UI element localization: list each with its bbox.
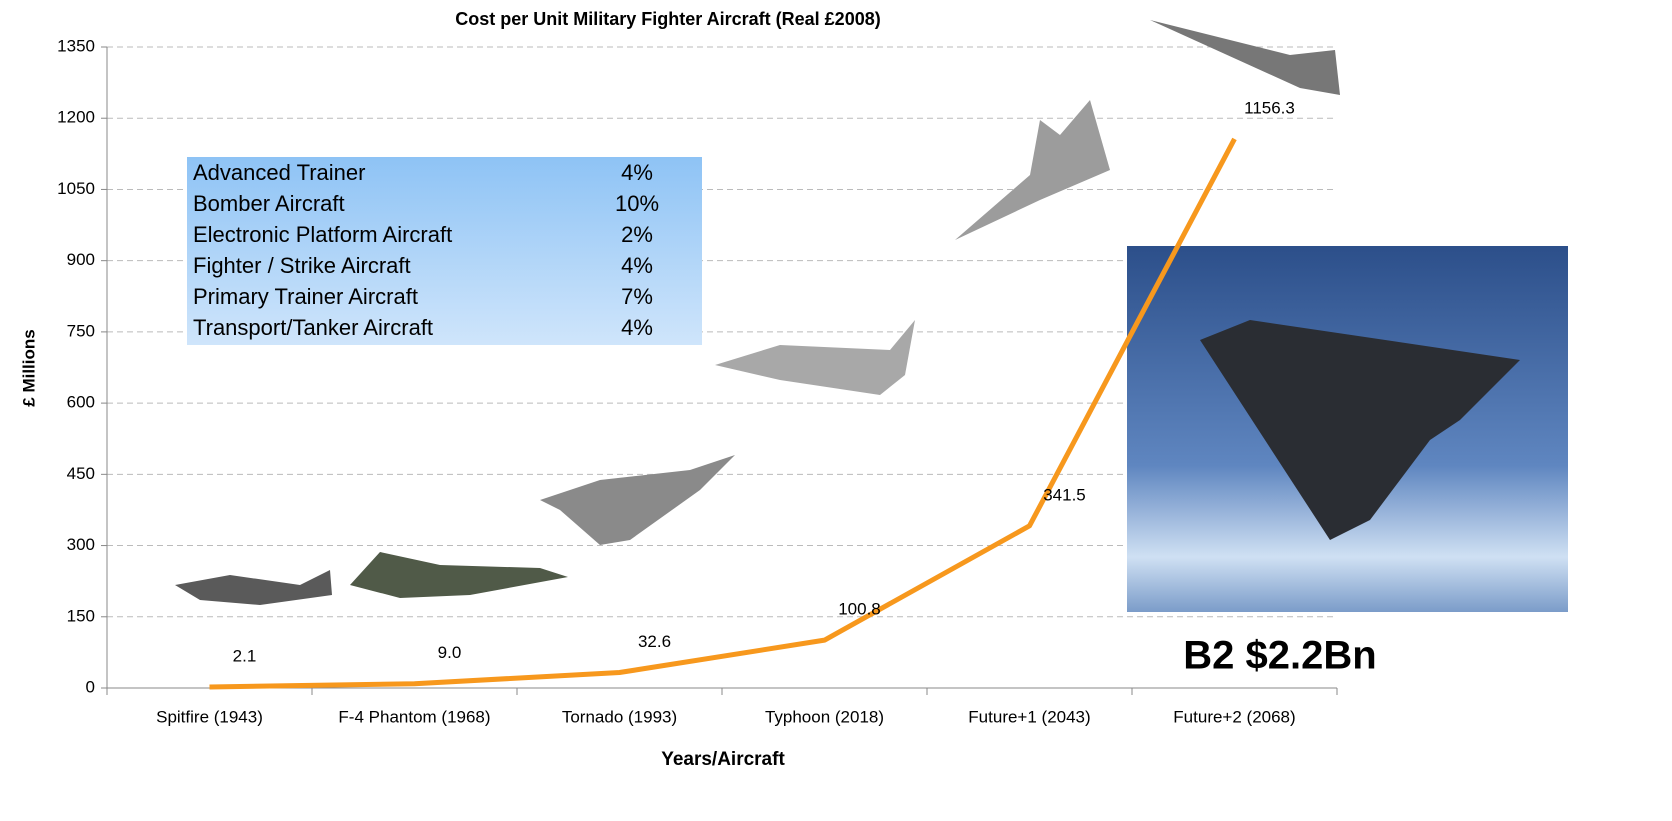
tornado-image <box>540 455 735 545</box>
typhoon-image <box>715 320 915 395</box>
data-label: 100.8 <box>838 600 881 619</box>
table-row-label: Advanced Trainer <box>193 160 365 185</box>
table-row-label: Electronic Platform Aircraft <box>193 222 452 247</box>
y-tick-label: 1200 <box>57 108 95 127</box>
inset-table: Advanced Trainer 4% Bomber Aircraft 10% Elec… <box>187 157 702 345</box>
future2-image <box>1150 20 1340 95</box>
inset-table-rows: Advanced Trainer 4% Bomber Aircraft 10% Elec… <box>193 160 659 340</box>
x-tick-label: Future+2 (2068) <box>1173 707 1295 726</box>
aircraft-images <box>175 20 1340 605</box>
x-tick-label: Future+1 (2043) <box>968 707 1090 726</box>
y-tick-label: 750 <box>67 321 95 340</box>
data-label: 1156.3 <box>1244 98 1295 117</box>
table-row-value: 2% <box>621 222 653 247</box>
b2-annotation: B2 $2.2Bn <box>1183 634 1376 678</box>
x-axis-title: Years/Aircraft <box>661 749 785 770</box>
inset-table-bg <box>187 157 702 345</box>
table-row-value: 10% <box>615 191 659 216</box>
y-tick-label: 1050 <box>57 179 95 198</box>
y-tick-label: 900 <box>67 250 95 269</box>
table-row-value: 7% <box>621 284 653 309</box>
data-label: 9.0 <box>438 643 462 662</box>
b2-photo <box>1127 246 1568 612</box>
plot: Spitfire (1943) 2.1 F-4 Phantom (1968) 9.0 T… <box>156 98 1296 726</box>
y-tick-label: 450 <box>67 464 95 483</box>
x-tick-label: Typhoon (2018) <box>765 707 884 726</box>
table-row-value: 4% <box>621 253 653 278</box>
x-tick-label: Tornado (1993) <box>562 707 677 726</box>
data-label: 341.5 <box>1043 485 1086 504</box>
table-row-label: Fighter / Strike Aircraft <box>193 253 411 278</box>
chart-title: Cost per Unit Military Fighter Aircraft … <box>455 9 880 29</box>
table-row-label: Bomber Aircraft <box>193 191 345 216</box>
y-tick-label: 300 <box>67 535 95 554</box>
future1-image <box>955 100 1110 240</box>
y-tick-label: 150 <box>67 606 95 625</box>
table-row-value: 4% <box>621 315 653 340</box>
y-tick-label: 1350 <box>57 36 95 55</box>
data-label: 2.1 <box>233 646 257 665</box>
table-row-label: Transport/Tanker Aircraft <box>193 315 433 340</box>
y-axis-title: £ Millions <box>19 329 38 406</box>
table-row-label: Primary Trainer Aircraft <box>193 284 418 309</box>
data-label: 32.6 <box>638 632 671 651</box>
table-row-value: 4% <box>621 160 653 185</box>
b2-shape <box>1200 320 1520 540</box>
line-series <box>209 137 1237 690</box>
y-tick-label: 0 <box>86 677 95 696</box>
y-tick-label: 600 <box>67 393 95 412</box>
x-tick-label: Spitfire (1943) <box>156 707 263 726</box>
x-tick-label: F-4 Phantom (1968) <box>338 707 490 726</box>
phantom-image <box>350 552 568 598</box>
spitfire-image <box>175 570 332 605</box>
